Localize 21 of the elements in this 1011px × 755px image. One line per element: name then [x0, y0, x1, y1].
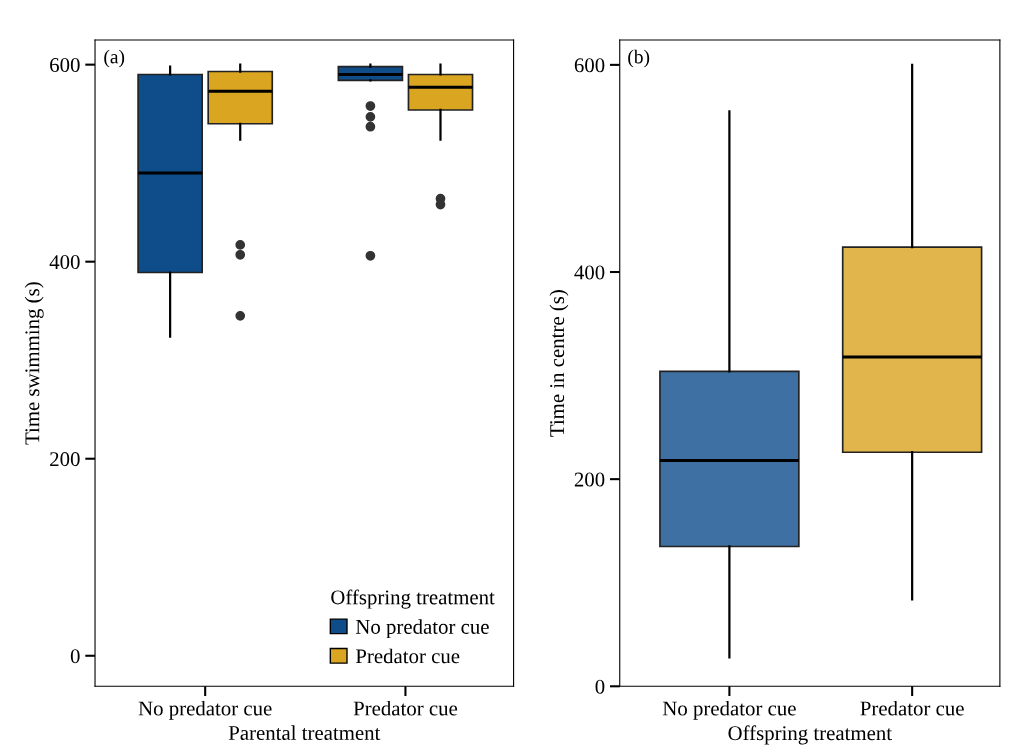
x-tick-label: Predator cue: [353, 700, 458, 716]
y-axis-title: Time swimming (s): [24, 282, 44, 445]
y-tick-label: 400: [49, 255, 80, 270]
x-tick-label: No predator cue: [138, 700, 272, 720]
legend-label: No predator cue: [355, 619, 489, 639]
y-tick-label: 200: [50, 452, 80, 467]
legend-label: Predator cue: [355, 648, 460, 664]
y-tick-label: 600: [50, 58, 80, 73]
y-tick-label: 400: [574, 265, 605, 280]
x-axis-title: Offspring treatment: [728, 725, 892, 745]
y-tick-label: 0: [595, 679, 605, 694]
x-axis-title: Parental treatment: [228, 725, 381, 740]
legend-title: Offspring treatment: [331, 589, 495, 609]
x-tick-label: No predator cue: [662, 700, 796, 720]
y-axis-title: Time in centre (s): [549, 290, 569, 437]
annotation: (a): [104, 49, 125, 68]
y-tick-label: 0: [70, 649, 80, 664]
x-tick-label: Predator cue: [860, 700, 964, 716]
annotation: (b): [628, 49, 650, 68]
y-tick-label: 200: [574, 472, 605, 487]
y-tick-label: 600: [574, 58, 605, 73]
